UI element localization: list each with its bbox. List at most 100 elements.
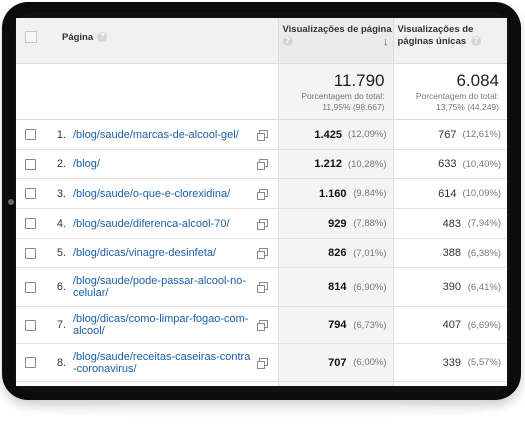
open-in-new-window-icon[interactable] — [257, 282, 268, 293]
table-row: 4. /blog/saude/diferenca-alcool-70/929 (7,… — [16, 208, 507, 239]
row-rank: 5. — [56, 247, 66, 259]
select-all-checkbox[interactable] — [25, 31, 37, 43]
table-row: 6. /blog/saude/pode-passar-alcool-no-celu… — [16, 267, 507, 307]
unique-views-percent: (10,40%) — [462, 158, 501, 170]
page-link[interactable]: /blog/ — [73, 158, 100, 170]
table-row: 5. /blog/dicas/vinagre-desinfeta/826 (7,01… — [16, 238, 507, 268]
unique-views-value: 339 — [442, 356, 461, 369]
sort-descending-icon[interactable]: ↓ — [383, 36, 389, 48]
table-header-row: Página? Visualizações de página? ↓ Visua… — [16, 18, 507, 64]
row-rank: 4. — [56, 217, 66, 230]
open-in-new-window-icon[interactable] — [257, 320, 268, 331]
open-in-new-window-icon[interactable] — [257, 129, 268, 141]
open-in-new-window-icon[interactable] — [257, 218, 268, 230]
unique-total-percent: 13,75% (44.249) — [436, 102, 499, 112]
row-checkbox[interactable] — [25, 247, 36, 259]
page-link[interactable]: /blog/dicas/vinagre-desinfeta/ — [73, 247, 217, 259]
views-value: 814 — [328, 281, 347, 293]
views-percent: (6,73%) — [353, 319, 387, 331]
unique-total-cell: 6.084 Porcentagem do total: 13,75% (44.2… — [392, 63, 507, 120]
unique-views-percent: (6,41%) — [467, 281, 501, 293]
unique-views-value: 483 — [442, 217, 461, 230]
page-link[interactable]: /blog/saude/o-que-e-clorexidina/ — [73, 187, 231, 200]
unique-views-percent: (10,09%) — [462, 188, 501, 199]
page-link[interactable]: /blog/saude/pode-passar-alcool-no-celula… — [73, 275, 247, 299]
views-value: 929 — [328, 217, 347, 230]
page-link[interactable]: /blog/saude/receitas-caseiras-contra-cor… — [73, 350, 251, 375]
page-column-header[interactable]: Página? — [42, 18, 278, 64]
views-percent: (7,01%) — [353, 247, 387, 259]
table-row: 7. /blog/dicas/como-limpar-fogao-com-alco… — [16, 306, 507, 344]
views-total-percent: 11,95% (98.667) — [322, 102, 385, 112]
views-value: 826 — [328, 247, 347, 259]
unique-views-column-title: Visualizações de páginas únicas — [397, 24, 474, 47]
views-total: 11.790 — [333, 71, 385, 90]
help-icon[interactable]: ? — [97, 32, 108, 43]
device-reflection — [40, 404, 485, 418]
select-all-cell — [16, 18, 42, 64]
row-rank: 8. — [56, 356, 66, 369]
tablet-screen: Página? Visualizações de página? ↓ Visua… — [16, 18, 507, 386]
table-row: 3. /blog/saude/o-que-e-clorexidina/1.160 (… — [16, 178, 507, 209]
views-column-title: Visualizações de página — [282, 24, 392, 35]
page-column-title: Página — [62, 32, 94, 43]
unique-views-value: 388 — [442, 247, 461, 259]
open-in-new-window-icon[interactable] — [257, 248, 268, 259]
unique-views-value: 633 — [438, 158, 457, 170]
views-percent: (6,90%) — [353, 281, 387, 293]
unique-views-percent: (12,61%) — [462, 129, 501, 140]
help-icon[interactable]: ? — [282, 36, 293, 47]
row-checkbox[interactable] — [25, 319, 36, 331]
open-in-new-window-icon[interactable] — [257, 188, 268, 200]
unique-views-column-header[interactable]: Visualizações de páginas únicas ? — [392, 18, 507, 64]
views-total-cell: 11.790 Porcentagem do total: 11,95% (98.… — [277, 63, 393, 120]
table-row: 9./blog/dicas/produtos-asseptgel/500(4,2… — [16, 381, 507, 386]
views-value: 1.425 — [314, 128, 342, 141]
views-column-header[interactable]: Visualizações de página? ↓ — [277, 18, 393, 64]
unique-views-value: 767 — [438, 128, 457, 141]
views-value: 1.212 — [314, 158, 342, 170]
views-percent: (12,09%) — [347, 129, 387, 140]
row-checkbox[interactable] — [25, 218, 36, 229]
views-value: 707 — [328, 356, 347, 369]
unique-total-label: Porcentagem do total: — [415, 91, 499, 101]
unique-total: 6.084 — [456, 71, 499, 90]
table-row: 1. /blog/saude/marcas-de-alcool-gel/1.425… — [16, 119, 507, 150]
unique-views-percent: (7,94%) — [467, 218, 501, 229]
row-rank: 3. — [56, 187, 66, 200]
unique-views-percent: (5,57%) — [467, 357, 501, 368]
views-percent: (9,84%) — [353, 188, 387, 199]
page-link[interactable]: /blog/dicas/como-limpar-fogao-com-alcool… — [73, 313, 249, 337]
analytics-table: Página? Visualizações de página? ↓ Visua… — [16, 18, 507, 386]
help-icon[interactable]: ? — [470, 36, 481, 47]
tablet-frame: Página? Visualizações de página? ↓ Visua… — [2, 2, 521, 400]
row-rank: 6. — [56, 281, 66, 293]
camera-icon — [8, 199, 14, 205]
table-row: 2. /blog/1.212 (10,28%) 633 (10,40%) — [16, 149, 507, 179]
unique-views-value: 614 — [438, 187, 457, 200]
unique-views-value: 407 — [442, 319, 461, 331]
views-percent: (6,00%) — [353, 357, 387, 368]
totals-row: 11.790 Porcentagem do total: 11,95% (98.… — [16, 63, 507, 120]
row-rank: 2. — [56, 158, 66, 170]
row-checkbox[interactable] — [25, 188, 36, 199]
views-total-label: Porcentagem do total: — [301, 91, 385, 101]
row-checkbox[interactable] — [25, 281, 36, 293]
open-in-new-window-icon[interactable] — [257, 159, 268, 170]
row-checkbox[interactable] — [25, 357, 36, 368]
unique-views-percent: (6,38%) — [467, 247, 501, 259]
row-checkbox[interactable] — [25, 129, 36, 140]
row-checkbox[interactable] — [25, 158, 36, 170]
views-percent: (10,28%) — [347, 158, 387, 170]
unique-views-value: 390 — [442, 281, 461, 293]
row-rank: 7. — [56, 319, 66, 331]
open-in-new-window-icon[interactable] — [257, 357, 268, 369]
table-row: 8. /blog/saude/receitas-caseiras-contra-c… — [16, 343, 507, 382]
views-value: 794 — [328, 319, 347, 331]
page-link[interactable]: /blog/saude/marcas-de-alcool-gel/ — [73, 128, 239, 141]
page-link[interactable]: /blog/saude/diferenca-alcool-70/ — [73, 217, 230, 230]
views-percent: (7,88%) — [353, 218, 387, 229]
views-value: 1.160 — [318, 187, 347, 200]
row-rank: 1. — [56, 128, 66, 141]
unique-views-percent: (6,69%) — [467, 319, 501, 331]
